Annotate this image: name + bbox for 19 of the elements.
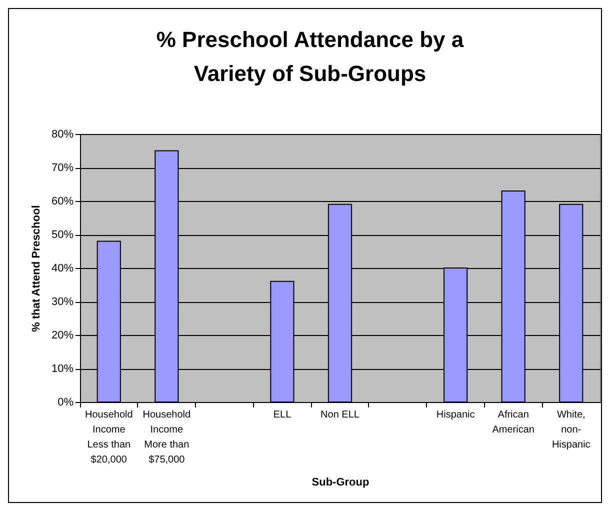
y-tick-label: 10% [51,363,74,375]
x-tick-label: Household Income More than $75,000 [142,410,191,466]
x-tick-label: White, non-Hispanic [552,410,590,450]
x-tick-label: Household Income Less than $20,000 [84,410,133,466]
chart-title: % Preschool Attendance by a Variety of Sub-Groups [156,27,464,86]
y-tick-label: 30% [51,296,74,308]
y-tick-label: 20% [51,330,74,342]
y-axis-title: % that Attend Preschool [30,205,42,332]
x-tick-label: Non ELL [320,410,360,420]
x-axis-title: Sub-Group [312,476,370,488]
y-tick-label: 0% [58,396,74,408]
y-tick-label: 40% [51,262,74,274]
y-tick-label: 50% [51,229,74,241]
y-tick-label: 80% [51,128,74,140]
x-tick-label: Hispanic [436,410,475,420]
y-tick-label: 60% [51,196,74,208]
x-tick-label: ELL [273,410,292,420]
y-tick-label: 70% [51,162,74,174]
x-tick-label: African American [492,410,534,436]
